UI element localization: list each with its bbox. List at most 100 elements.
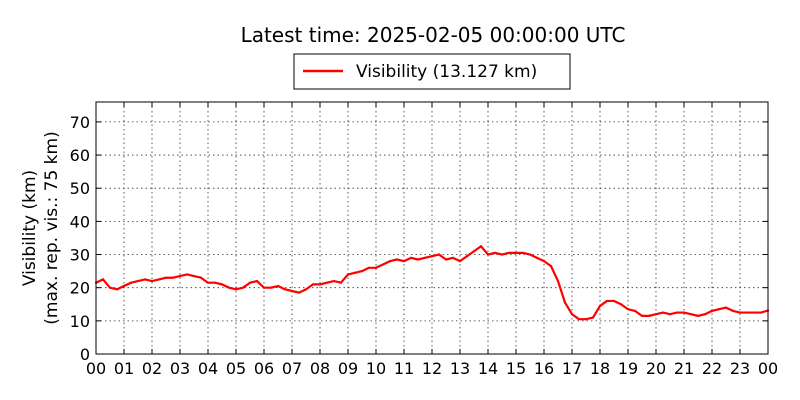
x-tick-label: 04 [198,359,218,378]
data-point [451,256,455,259]
y-tick-label: 0 [80,345,90,364]
x-tick-label: 06 [254,359,274,378]
data-point [339,281,343,284]
data-point [409,256,413,259]
x-tick-label: 00 [86,359,106,378]
y-tick-label: 50 [70,179,90,198]
chart-title: Latest time: 2025-02-05 00:00:00 UTC [241,23,626,47]
data-point [654,313,658,316]
data-point [486,253,490,256]
data-point [241,286,245,289]
data-point [444,258,448,261]
data-point [192,274,196,278]
x-tick-label: 22 [702,359,722,378]
y-tick-label: 40 [70,212,90,231]
data-point [619,303,623,306]
data-point [605,299,609,303]
data-point [675,311,679,314]
data-point [311,283,315,286]
data-point [696,314,700,317]
x-tick-label: 02 [142,359,162,378]
data-point [591,316,595,319]
data-point [325,281,329,284]
x-tick-label: 23 [730,359,750,378]
data-point [276,284,280,288]
data-point [640,314,644,317]
data-point [437,253,441,256]
y-tick-label: 30 [70,246,90,265]
data-point [318,283,322,286]
data-point [430,255,434,258]
data-point [171,276,175,279]
data-point [234,288,238,291]
x-tick-label: 21 [674,359,694,378]
x-tick-label: 13 [450,359,470,378]
data-point [227,286,231,289]
data-point [157,278,161,281]
data-point [556,279,560,283]
legend-label: Visibility (13.127 km) [356,62,537,82]
y-tick-label: 20 [70,279,90,298]
data-point [213,281,217,284]
data-point [507,251,511,254]
data-point [101,278,105,281]
data-point [388,260,392,263]
data-point [255,279,259,283]
data-point [402,260,406,263]
data-point [178,274,182,278]
x-tick-label: 00 [758,359,778,378]
data-point [395,258,399,261]
data-point [220,283,224,286]
data-point [199,276,203,279]
data-point [549,265,553,268]
y-tick-label: 10 [70,312,90,331]
data-point [745,311,749,314]
data-point [115,288,119,291]
data-point [563,301,567,304]
data-point [717,308,721,311]
data-point [710,309,714,312]
x-tick-label: 12 [422,359,442,378]
x-tick-label: 07 [282,359,302,378]
legend: Visibility (13.127 km) [293,53,571,90]
data-point [633,309,637,312]
data-point [703,313,707,316]
data-point [290,289,294,293]
data-point [353,271,357,274]
data-point [493,251,497,254]
data-point [479,245,483,248]
x-tick-label: 20 [646,359,666,378]
data-point [465,255,469,258]
data-point [304,288,308,291]
x-tick-label: 11 [394,359,414,378]
data-point [542,260,546,263]
data-point [472,250,476,253]
data-point [164,276,168,279]
data-point [374,266,378,269]
data-point [731,309,735,312]
y-axis-label-line2: (max. rep. vis.: 75 km) [42,131,62,324]
data-point [738,311,742,314]
x-tick-label: 09 [338,359,358,378]
data-point [612,299,616,303]
data-point [535,256,539,259]
x-tick-label: 08 [310,359,330,378]
data-point [416,258,420,261]
data-point [423,256,427,259]
x-tick-label: 15 [506,359,526,378]
data-point [577,318,581,321]
data-point [206,281,210,284]
data-point [367,266,371,269]
x-tick-label: 16 [534,359,554,378]
data-point [752,311,756,314]
data-point [584,318,588,321]
data-point [360,270,364,273]
data-point [724,306,728,309]
data-point [136,279,140,283]
data-point [682,311,686,314]
data-point [297,291,301,294]
data-point [346,273,350,276]
data-point [143,278,147,281]
x-tick-label: 01 [114,359,134,378]
